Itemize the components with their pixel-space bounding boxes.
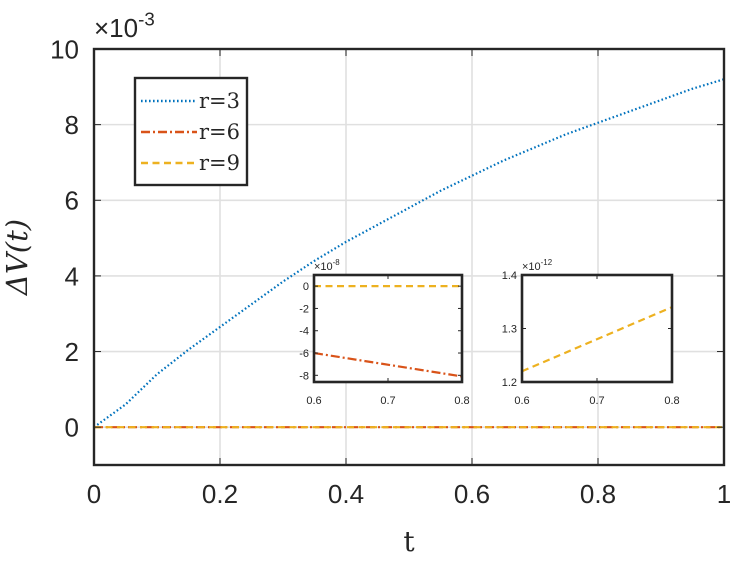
y-axis-label: ΔV(t) [0, 219, 34, 296]
main-axes-series-line-0 [93, 78, 725, 429]
inset-right-axes-background [522, 275, 672, 382]
x-axis-label: t [403, 525, 415, 558]
y-tick-label: 10 [50, 34, 79, 64]
x-tick-label: 0.4 [328, 479, 364, 509]
inset-right-axes-frame [520, 273, 674, 384]
y-tick-label: 2 [65, 337, 79, 367]
inset-left-axes-series-line-1 [313, 351, 463, 378]
y-tick-label: 4 [65, 261, 79, 291]
x-tick-label: 0.6 [306, 395, 321, 407]
y-tick-label: 1.4 [502, 270, 517, 282]
y-tick-label: -4 [299, 326, 309, 338]
x-tick-label: 0.8 [454, 395, 469, 407]
inset-left-axes-background [314, 275, 462, 382]
y-tick-label: 1.2 [502, 377, 517, 389]
y-tick-label: 0 [303, 281, 309, 293]
legend-label-0: r=3 [199, 89, 240, 113]
y-tick-label: -8 [299, 370, 309, 382]
x-tick-label: 0 [87, 479, 101, 509]
x-tick-label: 0.2 [202, 479, 238, 509]
legend-label-1: r=6 [199, 120, 240, 144]
y-tick-label: 1.3 [502, 323, 517, 335]
y-tick-label: -6 [299, 348, 309, 360]
y-tick-label: 8 [65, 110, 79, 140]
x-tick-label: 0.8 [580, 479, 616, 509]
x-tick-label: 1 [717, 479, 731, 509]
inset-left-axes-frame [312, 273, 464, 384]
legend: r=3 r=6 r=9 [133, 76, 249, 187]
y-tick-label: -2 [299, 303, 309, 315]
x-tick-label: 0.8 [664, 395, 679, 407]
main-axes-frame [92, 47, 726, 467]
legend-label-2: r=9 [199, 151, 240, 175]
y-exponent-label: ×10-3 [94, 8, 155, 43]
x-tick-label: 0.7 [589, 395, 604, 407]
x-tick-label: 0.6 [454, 479, 490, 509]
y-tick-label: 0 [65, 413, 79, 443]
x-tick-label: 0.7 [380, 395, 395, 407]
x-tick-label: 0.6 [514, 395, 529, 407]
inset-right-axes-series-line-0 [521, 306, 673, 373]
y-tick-label: 6 [65, 186, 79, 216]
inset-left-axes: 0.6 0.7 0.80-2-4-6-8×10-8 [299, 258, 469, 407]
